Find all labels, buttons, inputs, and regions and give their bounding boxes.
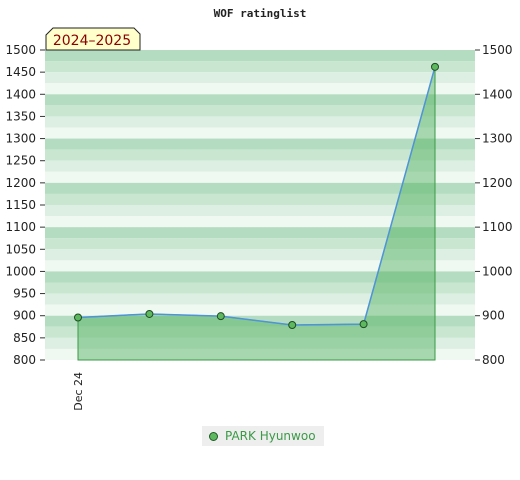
- grid-band: [45, 182, 475, 194]
- y-right-tick-label: 1200: [482, 176, 513, 190]
- grid-band: [45, 116, 475, 128]
- x-tick-label: Dec 24: [72, 372, 85, 411]
- y-right-tick-label: 1500: [482, 43, 513, 57]
- y-tick-label: 900: [13, 309, 36, 323]
- y-tick-label: 1100: [5, 220, 36, 234]
- y-tick-label: 1150: [5, 198, 36, 212]
- y-tick-label: 1300: [5, 132, 36, 146]
- data-point: [216, 312, 225, 321]
- grid-band: [45, 105, 475, 117]
- season-badge-label: 2024–2025: [53, 33, 131, 49]
- y-tick-label: 1450: [5, 65, 36, 79]
- grid-band: [45, 83, 475, 95]
- grid-band: [45, 337, 475, 349]
- series-line: [77, 66, 436, 326]
- grid-band: [45, 216, 475, 228]
- data-point: [145, 309, 154, 318]
- legend: PARK Hyunwoo: [202, 426, 324, 446]
- y-tick-label: 1250: [5, 154, 36, 168]
- y-tick-label: 1050: [5, 242, 36, 256]
- grid-band: [45, 304, 475, 316]
- y-axis-right: 800 900 1000 1100 1200 1300 1400 1500: [475, 43, 513, 367]
- grid-band: [45, 72, 475, 84]
- data-point: [431, 62, 439, 71]
- grid-band: [45, 271, 475, 283]
- y-tick-label: 1400: [5, 87, 36, 101]
- y-tick-label: 1200: [5, 176, 36, 190]
- grid-band: [45, 94, 475, 106]
- y-tick-label: 1350: [5, 109, 36, 123]
- y-right-tick-label: 800: [482, 353, 505, 367]
- grid-band: [45, 326, 475, 338]
- x-axis: Dec 24: [72, 372, 85, 411]
- grid-band: [45, 171, 475, 183]
- legend-series-name: PARK Hyunwoo: [225, 429, 316, 443]
- grid-band: [45, 282, 475, 294]
- grid-band: [45, 238, 475, 250]
- series-line-path: [77, 66, 436, 326]
- season-badge: 2024–2025: [45, 27, 141, 51]
- y-tick-label: 1000: [5, 264, 36, 278]
- grid-band: [45, 293, 475, 305]
- grid-band: [45, 260, 475, 272]
- y-right-tick-label: 1300: [482, 132, 513, 146]
- y-axis-left: 800 850 900 950 1000 1050 1100 1150 1200 1250 1300…: [5, 43, 45, 367]
- chart-title: WOF ratinglist: [214, 7, 307, 20]
- y-tick-label: 950: [13, 287, 36, 301]
- data-point: [359, 320, 368, 329]
- data-point: [288, 321, 297, 330]
- grid-band: [45, 205, 475, 217]
- grid-band: [45, 160, 475, 172]
- grid-band: [45, 249, 475, 261]
- grid-band: [45, 348, 475, 360]
- y-right-tick-label: 1000: [482, 264, 513, 278]
- series-markers: [74, 62, 439, 330]
- y-right-tick-label: 1100: [482, 220, 513, 234]
- grid-band: [45, 227, 475, 239]
- grid-band: [45, 61, 475, 73]
- grid-band: [45, 149, 475, 161]
- y-tick-label: 800: [13, 353, 36, 367]
- grid-band: [45, 193, 475, 205]
- y-tick-label: 1500: [5, 43, 36, 57]
- legend-marker-icon: [209, 431, 218, 441]
- data-point: [74, 313, 82, 322]
- grid-band: [45, 50, 475, 62]
- y-right-tick-label: 1400: [482, 87, 513, 101]
- y-right-tick-label: 900: [482, 309, 505, 323]
- y-tick-label: 850: [13, 331, 36, 345]
- grid-band: [45, 138, 475, 150]
- grid-band: [45, 127, 475, 139]
